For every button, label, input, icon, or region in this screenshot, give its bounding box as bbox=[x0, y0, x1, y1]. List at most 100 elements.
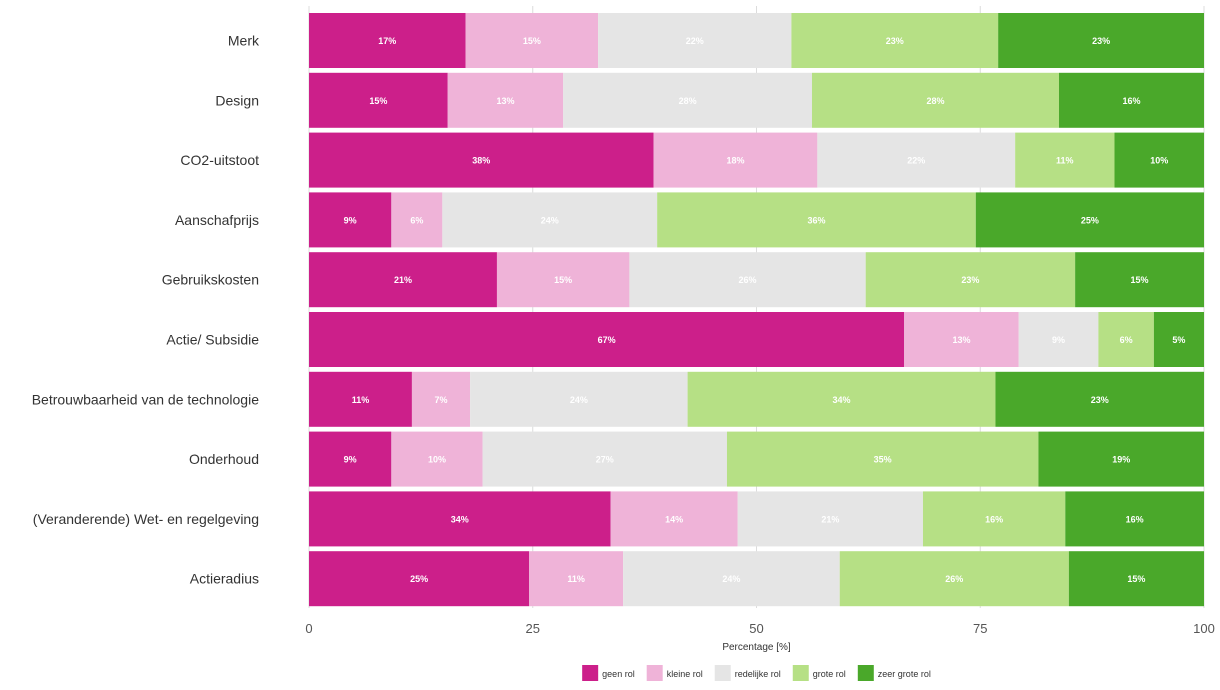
bar-segment bbox=[598, 13, 792, 68]
bar-segment bbox=[309, 72, 448, 128]
data-label: 15% bbox=[369, 96, 387, 106]
data-label: 9% bbox=[344, 215, 357, 225]
data-label: 28% bbox=[926, 96, 944, 106]
x-tick-label: 25 bbox=[526, 621, 540, 636]
bar-row: 15% 13% 28% 28% 16% bbox=[309, 72, 1204, 128]
bar-segment bbox=[610, 491, 738, 547]
bar-segment bbox=[1065, 491, 1204, 547]
bar-segment bbox=[529, 551, 624, 607]
bar-segment bbox=[653, 132, 818, 188]
legend-label: kleine rol bbox=[667, 669, 703, 679]
legend: geen rol kleine rol redelijke rol grote rol… bbox=[582, 665, 931, 681]
bar-segment bbox=[496, 252, 630, 308]
data-label: 16% bbox=[985, 514, 1003, 524]
data-label: 7% bbox=[435, 395, 448, 405]
data-label: 26% bbox=[945, 574, 963, 584]
data-label: 18% bbox=[726, 156, 744, 166]
data-label: 25% bbox=[410, 574, 428, 584]
x-tick-label: 50 bbox=[749, 621, 763, 636]
bar-segment bbox=[811, 72, 1060, 128]
bar-row: 21% 15% 26% 23% 15% bbox=[309, 252, 1204, 308]
bar-segment bbox=[865, 252, 1076, 308]
bar-segment bbox=[309, 491, 611, 547]
data-label: 23% bbox=[1092, 36, 1110, 46]
bar-segment bbox=[1015, 132, 1115, 188]
bar-segment bbox=[922, 491, 1066, 547]
bar-row: 34% 14% 21% 16% 16% bbox=[309, 491, 1204, 547]
bar-segment bbox=[309, 132, 654, 188]
bar-segment bbox=[309, 252, 497, 308]
data-label: 34% bbox=[451, 514, 469, 524]
legend-swatch bbox=[582, 665, 599, 681]
bar-segment bbox=[442, 192, 658, 248]
legend-label: geen rol bbox=[602, 669, 635, 679]
data-label: 23% bbox=[886, 36, 904, 46]
bar-segment bbox=[391, 192, 443, 248]
bar-segment bbox=[411, 371, 471, 427]
data-label: 15% bbox=[523, 36, 541, 46]
legend-swatch bbox=[646, 665, 663, 681]
bar-segment bbox=[447, 72, 564, 128]
category-label: Actie/ Subsidie bbox=[166, 332, 259, 348]
data-label: 17% bbox=[378, 36, 396, 46]
legend-label: redelijke rol bbox=[735, 669, 781, 679]
bar-segment bbox=[629, 252, 866, 308]
bar-row: 11% 7% 24% 34% 23% bbox=[309, 371, 1204, 427]
bar-segment bbox=[737, 491, 923, 547]
bar-segment bbox=[1114, 132, 1204, 188]
category-label: Actieradius bbox=[190, 571, 259, 587]
data-label: 9% bbox=[1052, 335, 1065, 345]
data-label: 6% bbox=[410, 215, 423, 225]
category-label: Design bbox=[215, 92, 259, 108]
data-label: 16% bbox=[1126, 514, 1144, 524]
data-label: 15% bbox=[1127, 574, 1145, 584]
data-label: 5% bbox=[1172, 335, 1185, 345]
data-label: 22% bbox=[907, 156, 925, 166]
bar-segment bbox=[791, 13, 999, 68]
data-label: 38% bbox=[472, 156, 490, 166]
data-label: 28% bbox=[679, 96, 697, 106]
x-tick-label: 75 bbox=[973, 621, 987, 636]
data-label: 9% bbox=[344, 455, 357, 465]
bar-segment bbox=[309, 13, 466, 68]
data-label: 11% bbox=[352, 395, 370, 405]
category-label: Onderhoud bbox=[189, 451, 259, 467]
data-label: 21% bbox=[394, 275, 412, 285]
data-label: 23% bbox=[961, 275, 979, 285]
bar-segment bbox=[657, 192, 976, 248]
bar-segment bbox=[309, 312, 905, 367]
bar-segment bbox=[470, 371, 688, 427]
data-label: 16% bbox=[1122, 96, 1140, 106]
legend-item: grote rol bbox=[792, 665, 846, 681]
bar-row: 9% 6% 24% 36% 25% bbox=[309, 192, 1204, 248]
bar-row: 9% 10% 27% 35% 19% bbox=[309, 431, 1204, 487]
legend-swatch bbox=[857, 665, 874, 681]
bar-segment bbox=[309, 371, 412, 427]
bar-segment bbox=[1018, 312, 1099, 367]
data-label: 10% bbox=[1150, 156, 1168, 166]
bar-segment bbox=[998, 13, 1204, 68]
category-label: Gebruikskosten bbox=[162, 272, 259, 288]
bar-segment bbox=[391, 431, 483, 487]
data-label: 10% bbox=[428, 455, 446, 465]
data-label: 19% bbox=[1112, 455, 1130, 465]
x-axis-ticks: 0 25 50 75 100 bbox=[305, 621, 1214, 636]
bar-segment bbox=[465, 13, 599, 68]
bar-segment bbox=[995, 371, 1204, 427]
bar-segment bbox=[309, 431, 392, 487]
data-label: 24% bbox=[570, 395, 588, 405]
bar-row: 38% 18% 22% 11% 10% bbox=[309, 132, 1204, 188]
bar-segment bbox=[839, 551, 1069, 607]
bar-row: 25% 11% 24% 26% 15% bbox=[309, 551, 1204, 607]
bar-segment bbox=[1038, 431, 1204, 487]
bar-row: 17% 15% 22% 23% 23% bbox=[309, 13, 1204, 68]
data-label: 11% bbox=[567, 574, 585, 584]
legend-item: zeer grote rol bbox=[857, 665, 931, 681]
x-axis-title: Percentage [%] bbox=[722, 642, 791, 653]
bar-segment bbox=[309, 551, 530, 607]
bar-segment bbox=[309, 192, 392, 248]
data-label: 34% bbox=[833, 395, 851, 405]
bar-segment bbox=[817, 132, 1016, 188]
x-tick-label: 100 bbox=[1193, 621, 1215, 636]
